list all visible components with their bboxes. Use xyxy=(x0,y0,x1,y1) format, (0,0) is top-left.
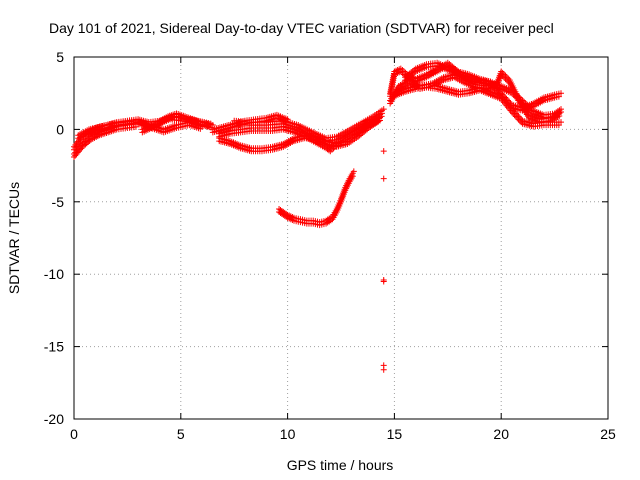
data-points xyxy=(71,59,565,373)
x-tick-label: 20 xyxy=(493,426,509,442)
x-tick-label: 10 xyxy=(280,426,296,442)
data-point xyxy=(207,120,214,127)
x-tick-label: 25 xyxy=(600,426,616,442)
data-point xyxy=(380,106,387,113)
plot-frame xyxy=(73,56,609,420)
data-point xyxy=(349,173,356,180)
data-point xyxy=(555,93,562,100)
data-point xyxy=(86,137,93,144)
series-sat-trace-m xyxy=(402,59,565,121)
x-axis-label: GPS time / hours xyxy=(287,457,394,473)
series-sat-trace-l xyxy=(391,81,565,130)
series-sat-trace-h xyxy=(231,106,387,145)
data-point xyxy=(78,145,85,152)
data-point xyxy=(558,90,565,97)
data-point xyxy=(350,168,357,175)
series-sat-trace-b xyxy=(71,120,142,161)
data-point xyxy=(380,366,387,373)
series-sat-trace-d xyxy=(139,110,214,136)
x-tick-label: 0 xyxy=(70,426,78,442)
data-point xyxy=(380,148,387,155)
data-point xyxy=(558,106,565,113)
data-point xyxy=(380,278,387,285)
series-isolated-points xyxy=(380,148,387,373)
plot-border xyxy=(73,56,609,420)
y-tick-label: -10 xyxy=(44,266,64,282)
data-point xyxy=(376,117,383,124)
data-point xyxy=(556,110,563,117)
x-tick-label: 5 xyxy=(177,426,185,442)
series-sat-trace-i xyxy=(276,168,357,229)
chart-title: Day 101 of 2021, Sidereal Day-to-day VTE… xyxy=(49,20,554,36)
axis-ticks: 0 5 10 15 20 25 5 0 -5 -10 -15 -20 xyxy=(44,49,616,442)
data-point xyxy=(378,110,385,117)
y-tick-label: 5 xyxy=(56,49,64,65)
y-tick-label: 0 xyxy=(56,121,64,137)
y-tick-label: -15 xyxy=(44,339,64,355)
data-point xyxy=(380,175,387,182)
y-axis-label: SDTVAR / TECUs xyxy=(6,182,22,294)
data-point xyxy=(558,119,565,126)
y-tick-label: -20 xyxy=(44,411,64,427)
y-tick-label: -5 xyxy=(52,194,65,210)
x-tick-label: 15 xyxy=(387,426,403,442)
